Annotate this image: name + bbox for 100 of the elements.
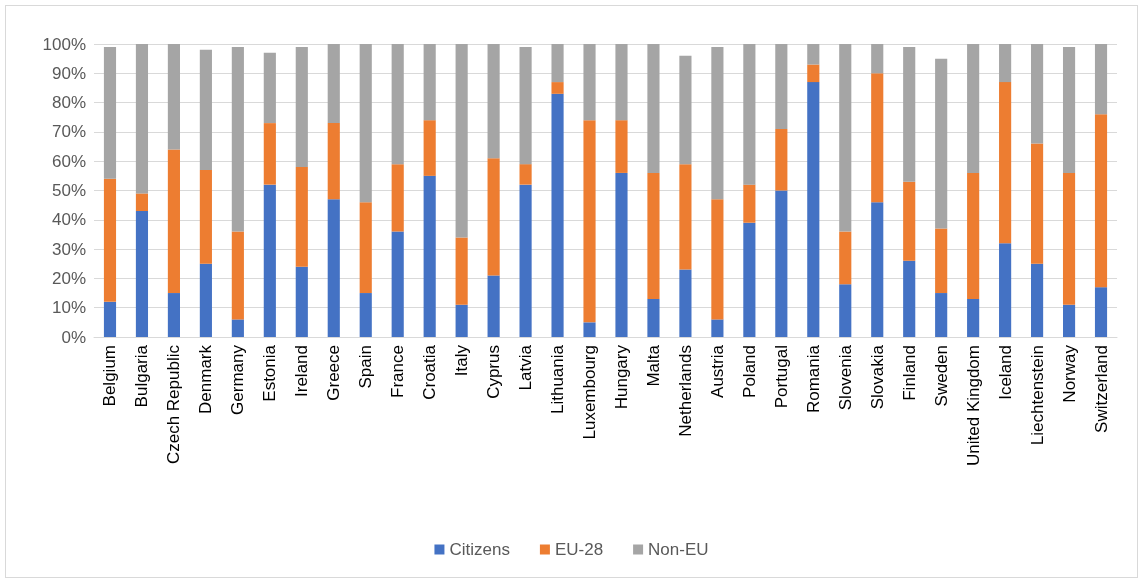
x-tick-label: Poland (739, 345, 759, 398)
bar (999, 82, 1012, 244)
bar (679, 164, 692, 270)
bar (103, 46, 117, 179)
x-tick-label: Netherlands (675, 345, 695, 437)
bar (871, 44, 884, 74)
bar (1031, 44, 1044, 144)
x-tick-label: Lithuania (548, 344, 568, 415)
bar (455, 237, 468, 305)
bar (199, 169, 212, 264)
x-tick-label: Liechtenstein (1027, 345, 1047, 446)
bar (1094, 44, 1108, 115)
bar (743, 184, 756, 223)
bar (903, 181, 916, 261)
bar (615, 44, 628, 121)
x-tick-label: Spain (356, 345, 376, 389)
x-tick-label: Greece (324, 345, 344, 401)
bar (423, 175, 436, 337)
bar (871, 202, 884, 337)
y-tick-label: 70% (51, 122, 86, 142)
bar (935, 293, 948, 337)
bar (327, 199, 340, 337)
x-tick-label: Czech Republic (164, 344, 184, 465)
bar (487, 158, 500, 276)
x-tick-label: Luxembourg (580, 345, 600, 440)
legend-label: Citizens (449, 540, 510, 559)
bar (551, 93, 564, 337)
bar (231, 46, 244, 232)
bar (711, 199, 724, 320)
bar (839, 284, 852, 337)
x-tick-label: Portugal (771, 345, 791, 409)
y-tick-label: 80% (51, 93, 86, 113)
x-tick-label: Hungary (611, 344, 631, 410)
bar (519, 46, 532, 165)
x-tick-label: Ireland (292, 345, 312, 397)
bar (615, 120, 628, 173)
bar (711, 46, 724, 200)
bar (807, 44, 820, 65)
bar (519, 164, 532, 185)
bar (935, 228, 948, 294)
bar (103, 301, 117, 337)
bar (551, 44, 564, 83)
bar (615, 172, 628, 337)
bar (295, 167, 308, 267)
x-tick-label: Romania (803, 344, 823, 414)
bar (295, 266, 308, 337)
bar (583, 120, 596, 323)
bar (135, 193, 149, 212)
bar (263, 123, 276, 185)
bar (743, 222, 756, 337)
bar (1094, 287, 1108, 337)
bar (391, 44, 404, 165)
x-tick-label: Slovakia (867, 344, 887, 410)
bar (647, 172, 660, 299)
bar (839, 231, 852, 285)
bar (455, 304, 468, 337)
bar (647, 298, 660, 337)
bar (327, 123, 340, 200)
x-tick-label: Sweden (931, 345, 951, 407)
bar (1062, 304, 1076, 337)
bar (743, 44, 756, 185)
x-tick-label: Switzerland (1091, 345, 1111, 433)
bar (103, 178, 117, 302)
bar (967, 172, 980, 299)
x-tick-label: Austria (707, 344, 727, 398)
x-tick-label: Finland (899, 345, 919, 401)
bar (423, 120, 436, 176)
bar (167, 293, 180, 337)
bar (775, 190, 788, 337)
legend-label: Non-EU (648, 540, 709, 559)
x-tick-label: Bulgaria (132, 344, 152, 408)
x-tick-label: Slovenia (835, 344, 855, 411)
bar (455, 44, 468, 238)
bar (647, 44, 660, 173)
bar (1031, 143, 1044, 264)
bar (679, 269, 692, 337)
x-tick-label: France (388, 345, 408, 398)
bar (391, 164, 404, 232)
bar (359, 202, 372, 294)
bar (967, 44, 980, 173)
bar (775, 44, 788, 129)
bar (487, 44, 500, 159)
x-tick-label: Cyprus (484, 345, 504, 399)
bar (839, 44, 852, 232)
bar (199, 49, 212, 170)
y-tick-label: 60% (51, 151, 86, 171)
bar (199, 263, 212, 337)
y-tick-label: 30% (51, 239, 86, 259)
bar (903, 46, 916, 182)
bar (551, 82, 564, 94)
y-tick-label: 20% (51, 268, 86, 288)
bar (1062, 46, 1076, 173)
bar (231, 319, 244, 337)
bar (391, 231, 404, 337)
bar (359, 44, 372, 203)
bar (263, 52, 276, 124)
x-tick-label: Malta (643, 344, 663, 387)
bar (711, 319, 724, 337)
bar (295, 46, 308, 168)
x-tick-label: Belgium (100, 345, 120, 407)
